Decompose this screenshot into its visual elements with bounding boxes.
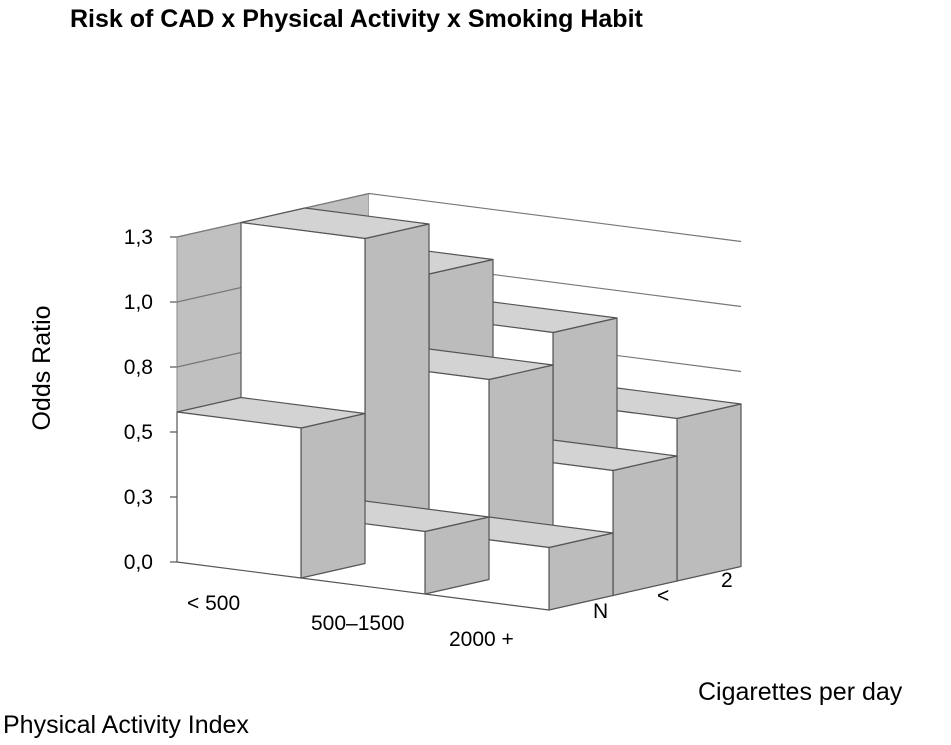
y-tick-label: 1,3 (124, 226, 153, 249)
tick-labels: 0,0 0,3 0,5 0,8 1,0 1,3 < 500 500–1500 2000 + N <2 (124, 226, 733, 651)
bar-side (676, 403, 742, 582)
bar-0-0 (176, 396, 366, 579)
z-tick-label: 2 (721, 569, 733, 592)
chart-title: Risk of CAD x Physical Activity x Smokin… (70, 5, 644, 33)
y-tick-label: 0,8 (124, 356, 153, 379)
x-tick-label: < 500 (187, 592, 240, 615)
y-tick-label: 0,5 (124, 421, 153, 444)
y-tick-label: 0,0 (124, 551, 153, 574)
x-tick-label: 2000 + (449, 628, 514, 651)
x-axis-label: Physical Activity Index (3, 711, 249, 739)
y-axis-label: Odds Ratio (28, 305, 56, 430)
y-tick-label: 0,3 (124, 486, 153, 509)
bar-side (612, 455, 678, 597)
z-axis-label: Cigarettes per day (698, 678, 903, 706)
z-tick-label: < (657, 585, 669, 608)
bar-side (300, 412, 366, 579)
z-tick-label: N (593, 600, 608, 623)
x-tick-label: 500–1500 (311, 612, 404, 635)
bar-front (176, 411, 302, 579)
bars (176, 207, 742, 611)
y-tick-label: 1,0 (124, 291, 153, 314)
